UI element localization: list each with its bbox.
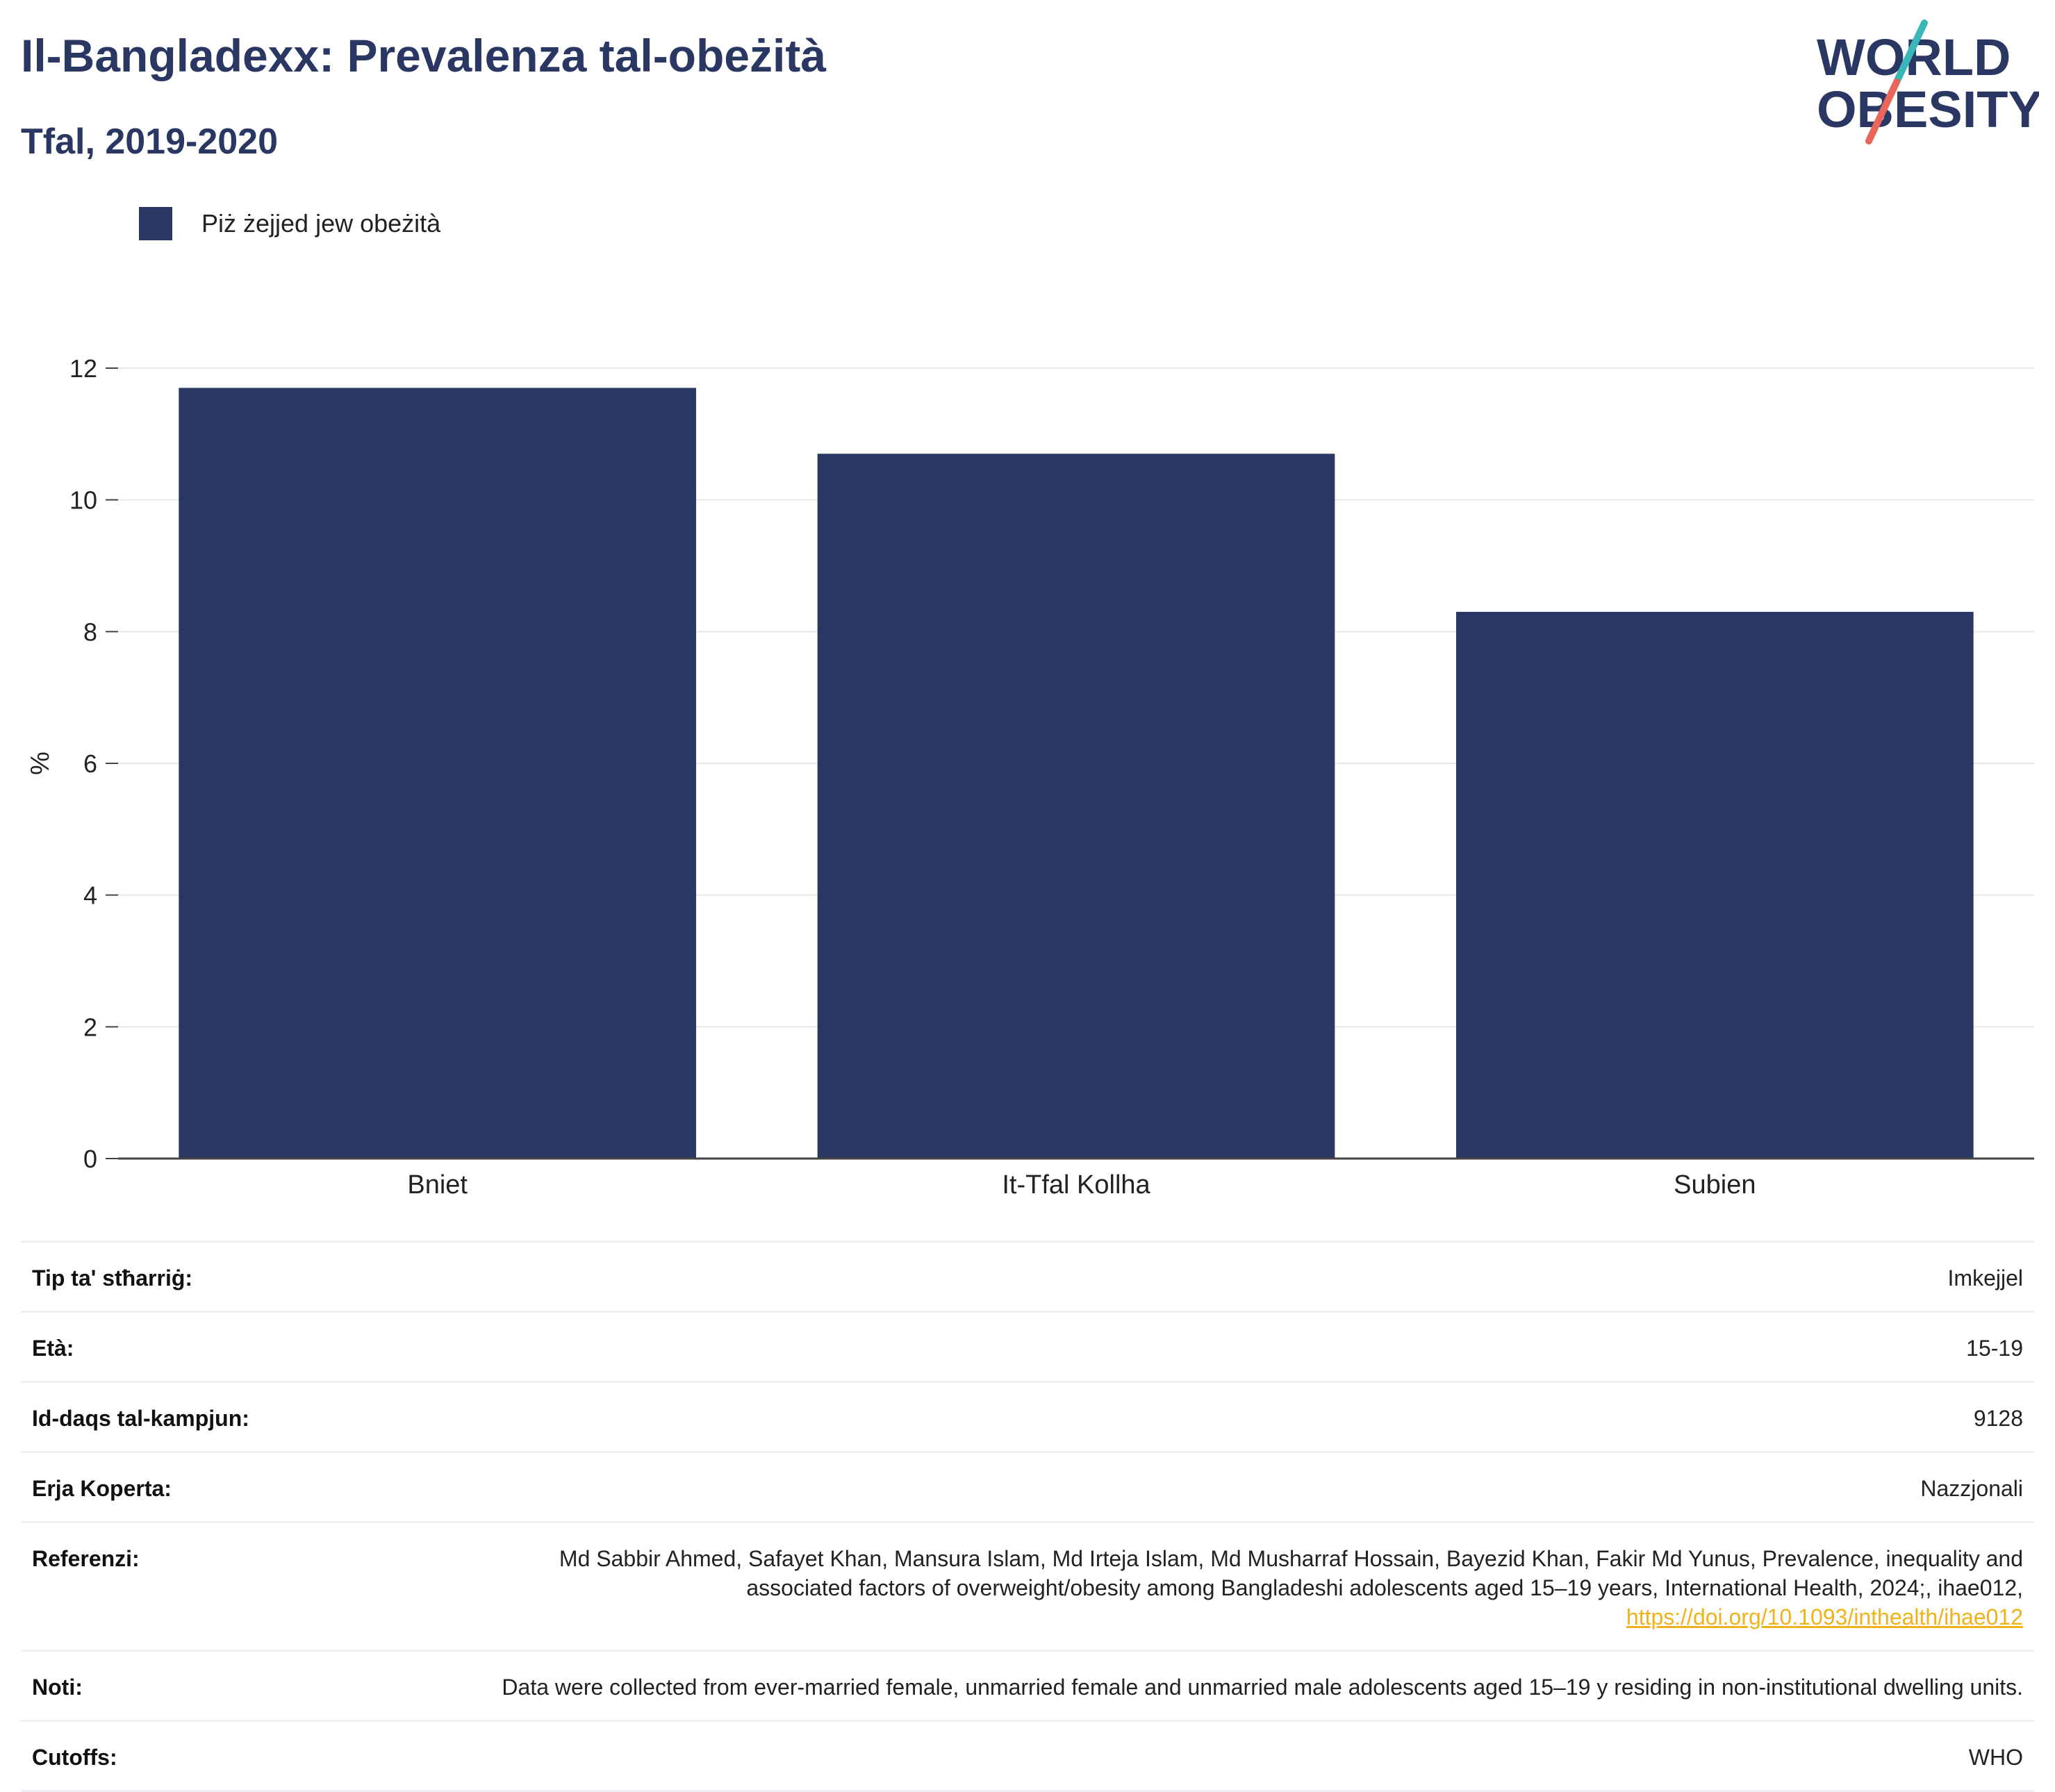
meta-value: 15-19 — [1966, 1336, 2023, 1361]
chart-subtitle: Tfal, 2019-2020 — [21, 122, 279, 162]
y-tick-label: 12 — [69, 354, 97, 383]
meta-label: Cutoffs: — [32, 1745, 117, 1770]
meta-value: 9128 — [1973, 1406, 2023, 1431]
bar — [1456, 611, 1974, 1159]
x-tick-label: It-Tfal Kollha — [1002, 1170, 1150, 1200]
meta-label: Tip ta' stħarriġ: — [32, 1266, 193, 1291]
meta-value: Imkejjel — [1947, 1266, 2023, 1291]
y-tick-label: 2 — [83, 1013, 97, 1041]
chart-title: Il-Bangladexx: Prevalenza tal-obeżità — [21, 30, 827, 81]
meta-label: Noti: — [32, 1675, 83, 1700]
x-tick-label: Subien — [1674, 1170, 1756, 1200]
meta-label: Referenzi: — [32, 1546, 140, 1571]
metadata-table: Tip ta' stħarriġ: Imkejjel Età: 15-19 Id… — [21, 1241, 2034, 1792]
bar — [817, 454, 1335, 1159]
x-tick-label: Bniet — [407, 1170, 468, 1200]
meta-row-sample-size: Id-daqs tal-kampjun: 9128 — [21, 1381, 2034, 1451]
meta-label: Id-daqs tal-kampjun: — [32, 1406, 249, 1431]
y-tick-label: 6 — [83, 749, 97, 778]
y-tick-label: 10 — [69, 486, 97, 515]
y-tick-label: 4 — [83, 881, 97, 910]
logo-word-world: WORLD — [1817, 28, 2011, 86]
bar-chart: 0 2 4 6 8 10 12% Bniet It-Tfal Kollha Subien — [26, 354, 2034, 1200]
references-text: Md Sabbir Ahmed, Safayet Khan, Mansura I… — [559, 1546, 2023, 1600]
legend-swatch — [139, 207, 172, 240]
logo-slash-teal — [1893, 19, 1928, 85]
meta-label: Erja Koperta: — [32, 1476, 172, 1501]
logo-word-obesity: OBESITY — [1817, 81, 2039, 138]
meta-row-area: Erja Koperta: Nazzjonali — [21, 1451, 2034, 1521]
world-obesity-logo[interactable]: WORLD OBESITY — [1810, 19, 2039, 144]
meta-value-references: Md Sabbir Ahmed, Safayet Khan, Mansura I… — [495, 1544, 2023, 1632]
bar — [179, 388, 696, 1159]
meta-row-notes: Noti: Data were collected from ever-marr… — [21, 1650, 2034, 1720]
y-tick-label: 0 — [83, 1145, 97, 1173]
reference-doi-link[interactable]: https://doi.org/10.1093/inthealth/ihae01… — [1626, 1604, 2023, 1629]
logo-slash-coral — [1865, 78, 1900, 144]
y-tick-label: 8 — [83, 617, 97, 646]
meta-value: WHO — [1968, 1745, 2023, 1770]
y-axis-label: % — [26, 752, 55, 775]
meta-row-references: Referenzi: Md Sabbir Ahmed, Safayet Khan… — [21, 1521, 2034, 1650]
meta-row-age: Età: 15-19 — [21, 1311, 2034, 1381]
legend-label: Piż żejjed jew obeżità — [201, 209, 441, 238]
meta-value: Data were collected from ever-married fe… — [502, 1675, 2023, 1700]
meta-label: Età: — [32, 1336, 74, 1361]
legend[interactable]: Piż żejjed jew obeżità — [139, 207, 440, 240]
meta-value: Nazzjonali — [1920, 1476, 2023, 1501]
meta-row-cutoffs: Cutoffs: WHO — [21, 1720, 2034, 1792]
meta-row-survey-type: Tip ta' stħarriġ: Imkejjel — [21, 1241, 2034, 1311]
